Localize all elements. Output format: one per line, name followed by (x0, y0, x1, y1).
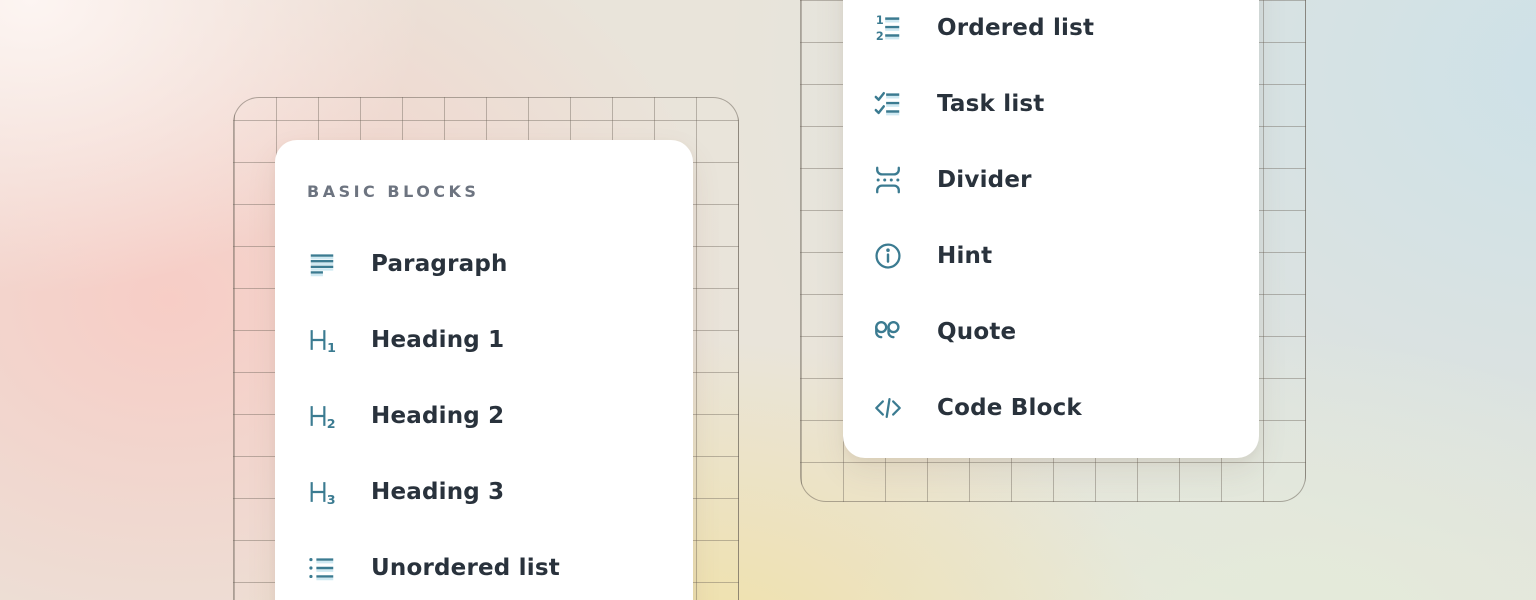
menu-item-list: 1 2 Ordered list Task list Divider Hint Quote C… (873, 0, 1229, 446)
menu-item-code-block[interactable]: Code Block (873, 370, 1229, 446)
menu-item-divider[interactable]: Divider (873, 142, 1229, 218)
svg-text:3: 3 (327, 492, 336, 507)
menu-item-label: Task list (937, 91, 1045, 117)
menu-item-quote[interactable]: Quote (873, 294, 1229, 370)
unordered-list-icon (307, 553, 337, 583)
svg-text:2: 2 (876, 30, 884, 43)
menu-item-unordered-list[interactable]: Unordered list (307, 530, 661, 600)
divider-icon (873, 165, 903, 195)
quote-icon (873, 317, 903, 347)
menu-item-label: Ordered list (937, 15, 1095, 41)
blocks-menu-card-continued: 1 2 Ordered list Task list Divider Hint Quote C… (843, 0, 1259, 458)
menu-item-heading-1[interactable]: 1 Heading 1 (307, 302, 661, 378)
menu-item-ordered-list[interactable]: 1 2 Ordered list (873, 0, 1229, 66)
menu-item-list: Paragraph 1 Heading 1 2 Heading 2 3 Heading 3 U… (307, 226, 661, 600)
svg-text:2: 2 (327, 416, 336, 431)
menu-item-heading-3[interactable]: 3 Heading 3 (307, 454, 661, 530)
menu-item-hint[interactable]: Hint (873, 218, 1229, 294)
svg-text:1: 1 (327, 340, 336, 355)
hint-icon (873, 241, 903, 271)
menu-item-task-list[interactable]: Task list (873, 66, 1229, 142)
menu-item-label: Hint (937, 243, 993, 269)
menu-item-label: Unordered list (371, 555, 560, 581)
task-list-icon (873, 89, 903, 119)
code-block-icon (873, 393, 903, 423)
menu-item-label: Quote (937, 319, 1017, 345)
heading-2-icon: 2 (307, 401, 337, 431)
menu-item-label: Code Block (937, 395, 1082, 421)
heading-1-icon: 1 (307, 325, 337, 355)
menu-item-label: Heading 1 (371, 327, 505, 353)
menu-item-paragraph[interactable]: Paragraph (307, 226, 661, 302)
menu-item-label: Paragraph (371, 251, 508, 277)
svg-text:1: 1 (876, 14, 884, 27)
menu-item-label: Heading 2 (371, 403, 505, 429)
menu-item-label: Divider (937, 167, 1032, 193)
paragraph-icon (307, 249, 337, 279)
menu-item-heading-2[interactable]: 2 Heading 2 (307, 378, 661, 454)
heading-3-icon: 3 (307, 477, 337, 507)
section-label-basic-blocks: BASIC BLOCKS (307, 182, 480, 201)
basic-blocks-menu-card: BASIC BLOCKS Paragraph 1 Heading 1 2 Heading… (275, 140, 693, 600)
menu-item-label: Heading 3 (371, 479, 505, 505)
